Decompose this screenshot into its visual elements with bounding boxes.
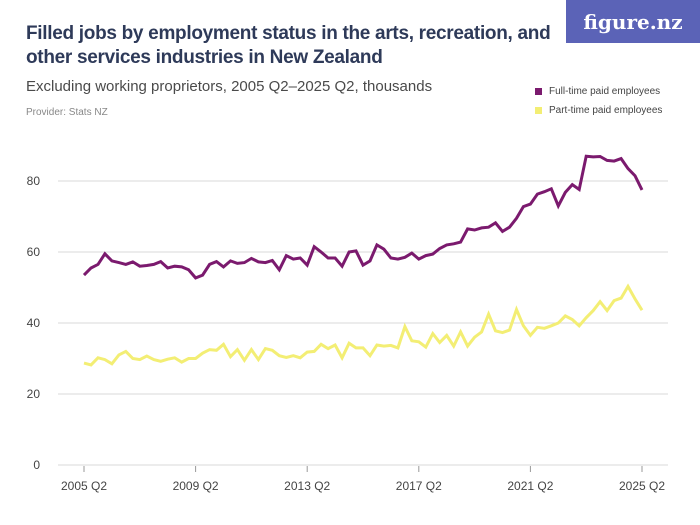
provider-label: Provider: Stats NZ — [26, 107, 108, 118]
chart-subtitle: Excluding working proprietors, 2005 Q2–2… — [26, 78, 433, 95]
x-tick-label: 2005 Q2 — [61, 479, 107, 493]
legend-label-full-time: Full-time paid employees — [549, 86, 661, 97]
legend: Full-time paid employees Part-time paid … — [535, 86, 662, 124]
figure-nz-logo[interactable]: figure.nz — [566, 0, 700, 43]
x-tick-label: 2021 Q2 — [507, 479, 553, 493]
x-tick-label: 2017 Q2 — [396, 479, 442, 493]
legend-swatch-full-time — [535, 88, 542, 95]
series-line-full-time — [82, 154, 644, 280]
legend-swatch-part-time — [535, 107, 542, 114]
x-tick-label: 2025 Q2 — [619, 479, 665, 493]
y-tick-label: 40 — [27, 316, 41, 330]
x-tick-label: 2009 Q2 — [173, 479, 219, 493]
y-tick-label: 60 — [27, 245, 41, 259]
y-tick-label: 0 — [33, 458, 40, 472]
legend-item-full-time: Full-time paid employees — [535, 86, 662, 97]
legend-label-part-time: Part-time paid employees — [549, 105, 663, 116]
series-line-part-time — [83, 283, 644, 367]
chart-title: Filled jobs by employment status in the … — [26, 23, 551, 68]
y-tick-label: 80 — [27, 174, 41, 188]
legend-item-part-time: Part-time paid employees — [535, 105, 662, 116]
x-tick-label: 2013 Q2 — [284, 479, 330, 493]
y-tick-label: 20 — [27, 387, 41, 401]
